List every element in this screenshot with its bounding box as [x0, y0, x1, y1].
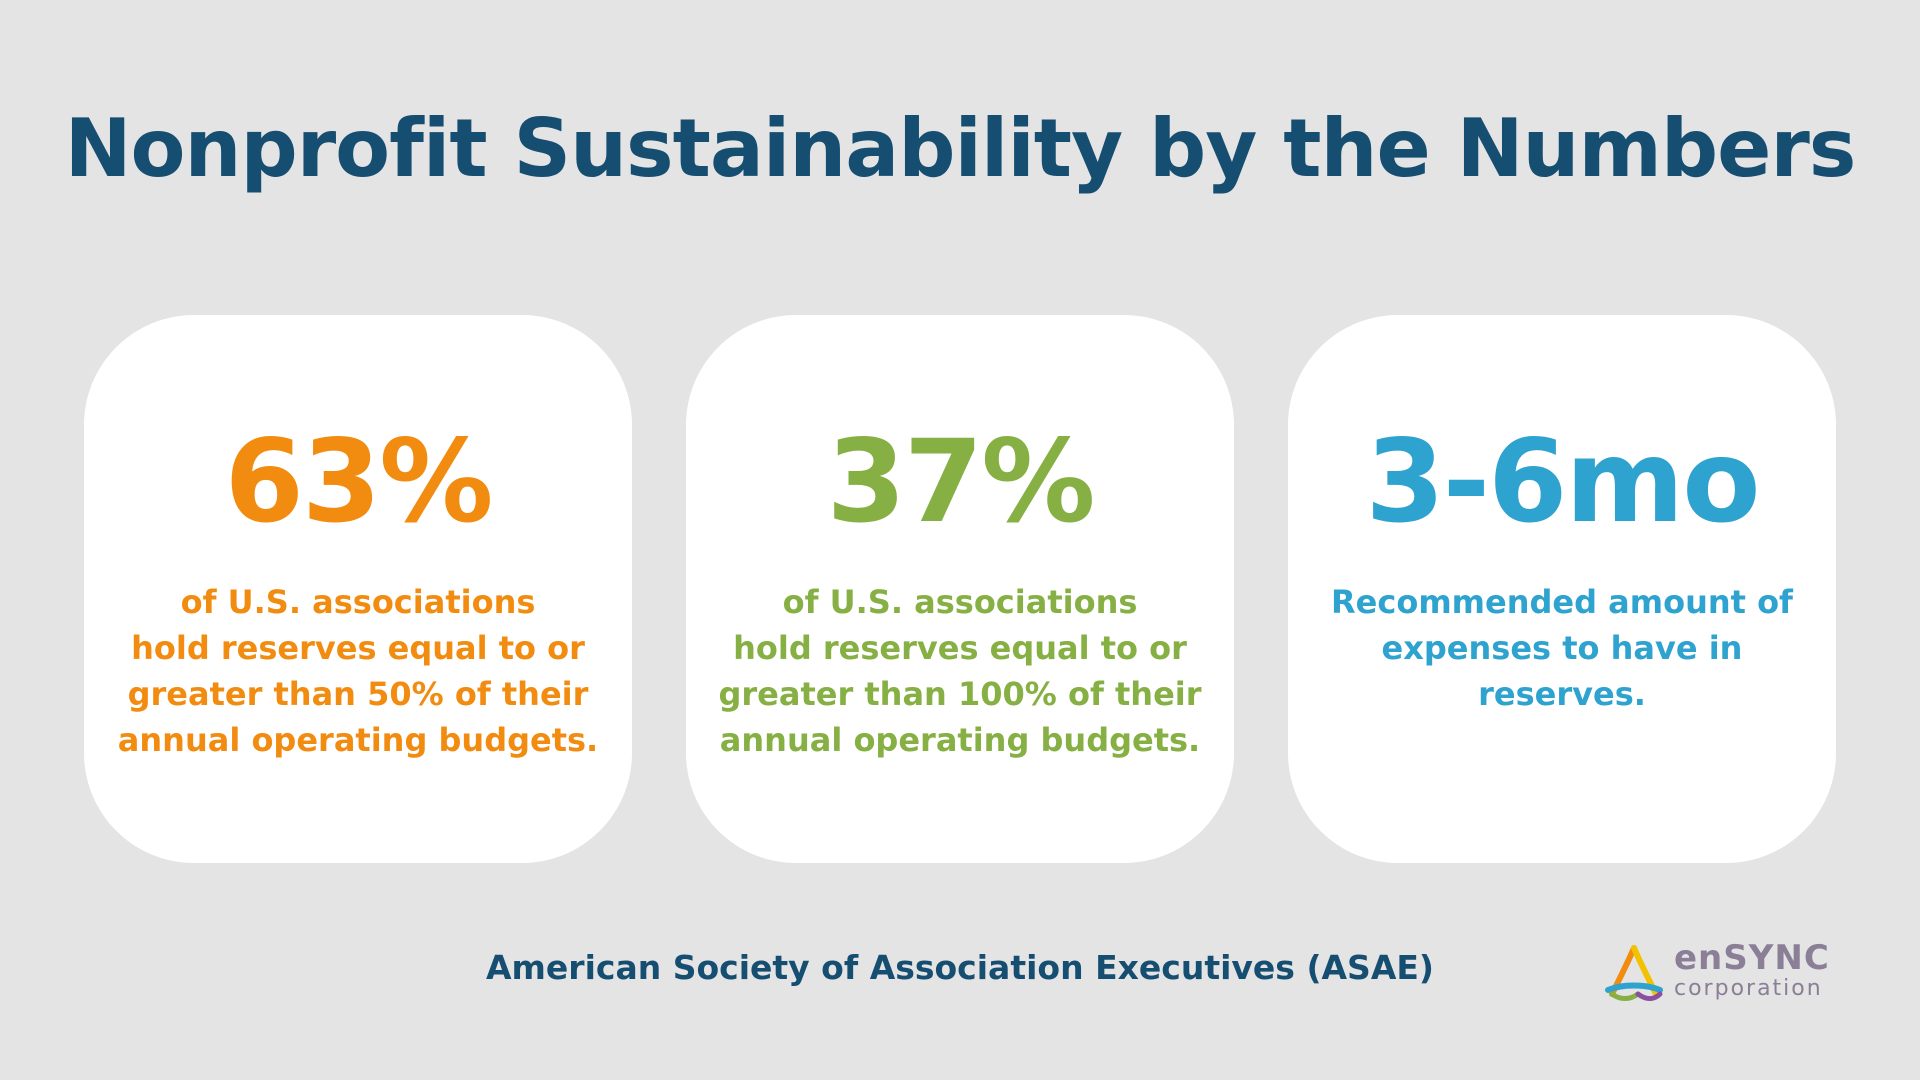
stat-description-line: of U.S. associations: [180, 583, 536, 621]
ensync-logo: enSYNC corporation: [1598, 938, 1838, 1010]
page-title: Nonprofit Sustainability by the Numbers: [64, 102, 1857, 195]
stat-description-line: reserves.: [1478, 675, 1646, 713]
stat-description-line: Recommended amount of: [1331, 583, 1793, 621]
stat-description-line: greater than 100% of their: [718, 675, 1202, 713]
source-citation: American Society of Association Executiv…: [486, 948, 1434, 987]
logo-subtitle: corporation: [1674, 976, 1823, 1001]
stat-description-line: greater than 50% of their: [127, 675, 589, 713]
stat-card-reserves-100: 37% of U.S. associations hold reserves e…: [686, 315, 1234, 863]
stat-description: of U.S. associations hold reserves equal…: [104, 579, 612, 763]
ensync-triangle-logo-icon: [1605, 945, 1663, 1001]
logo-name: enSYNC: [1674, 938, 1830, 978]
stat-description-line: annual operating budgets.: [719, 721, 1201, 759]
stat-description-line: annual operating budgets.: [117, 721, 599, 759]
stat-description-line: hold reserves equal to or: [131, 629, 585, 667]
stat-value: 3-6mo: [1365, 415, 1760, 548]
stat-description-line: hold reserves equal to or: [733, 629, 1187, 667]
stat-value: 63%: [224, 415, 494, 548]
stat-description: Recommended amount of expenses to have i…: [1308, 579, 1816, 717]
stat-card-reserves-50: 63% of U.S. associations hold reserves e…: [84, 315, 632, 863]
stat-value: 37%: [826, 415, 1096, 548]
stat-description-line: expenses to have in: [1381, 629, 1743, 667]
stat-description: of U.S. associations hold reserves equal…: [706, 579, 1214, 763]
stat-card-recommended-months: 3-6mo Recommended amount of expenses to …: [1288, 315, 1836, 863]
stat-description-line: of U.S. associations: [782, 583, 1138, 621]
